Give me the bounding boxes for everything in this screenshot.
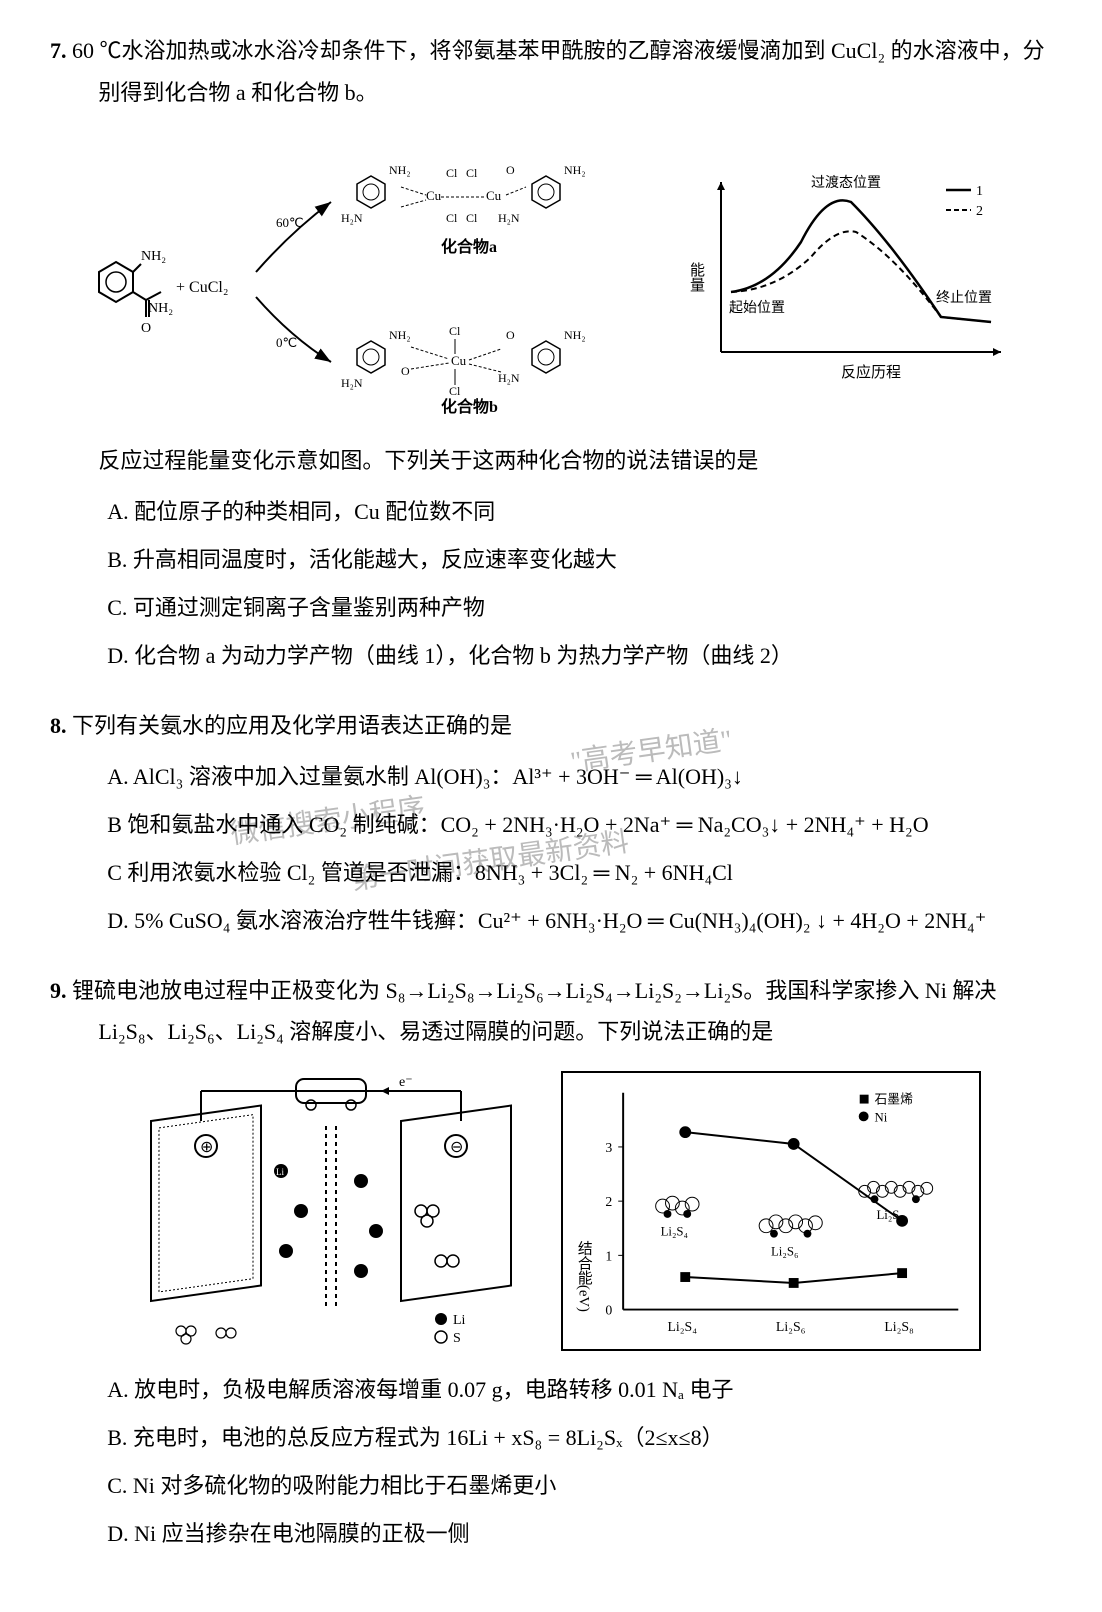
- cathode-symbol: ⊖: [450, 1139, 463, 1156]
- question-7: 7. 60 ℃水浴加热或冰水浴冷却条件下，将邻氨基苯甲酰胺的乙醇溶液缓慢滴加到 …: [50, 30, 1052, 677]
- q7-stem1: 7. 60 ℃水浴加热或冰水浴冷却条件下，将邻氨基苯甲酰胺的乙醇溶液缓慢滴加到 …: [50, 30, 1052, 114]
- q7-stem2: 反应过程能量变化示意如图。下列关于这两种化合物的说法错误的是: [50, 440, 1052, 482]
- end-label: 终止位置: [936, 290, 992, 306]
- question-8: "高考早知道" 微信搜索小程序 第一时间获取最新资料 8. 下列有关氨水的应用及…: [50, 705, 1052, 942]
- energy-xlabel: 反应历程: [841, 363, 901, 381]
- q7-number: 7.: [50, 38, 67, 63]
- start-label: 起始位置: [729, 300, 785, 316]
- q8-options: A. AlCl₃ 溶液中加入过量氨水制 Al(OH)₃：Al³⁺ + 3OH⁻ …: [50, 756, 1052, 941]
- svg-text:NH₂: NH₂: [389, 163, 411, 177]
- q7-figures: NH₂ NH₂ O + CuCl₂ 60℃ 0℃: [50, 132, 1052, 422]
- svg-text:Li₂S₈: Li₂S₈: [884, 1319, 914, 1334]
- q8-option-b: B 饱和氨盐水中通入 CO₂ 制纯碱：CO₂ + 2NH₃·H₂O + 2Na⁺…: [107, 804, 1052, 846]
- q8-option-d: D. 5% CuSO₄ 氨水溶液治疗牲牛钱癣：Cu²⁺ + 6NH₃·H₂O ═…: [107, 900, 1052, 942]
- svg-text:NH₂: NH₂: [564, 328, 586, 342]
- svg-text:2: 2: [605, 1194, 612, 1209]
- svg-text:H₂N: H₂N: [341, 211, 363, 225]
- svg-text:O: O: [401, 364, 410, 378]
- svg-text:NH₂: NH₂: [564, 163, 586, 177]
- q8-option-c: C 利用浓氨水检验 Cl₂ 管道是否泄漏：8NH₃ + 3Cl₂ ═ N₂ + …: [107, 852, 1052, 894]
- q9-binding-chart: 0 1 2 3 结合能(eV) Li₂S₄ Li₂S₆ Li₂S₈: [561, 1071, 981, 1351]
- q8-stem-text: 下列有关氨水的应用及化学用语表达正确的是: [72, 713, 512, 738]
- svg-text:H₂N: H₂N: [341, 376, 363, 390]
- svg-text:Li: Li: [276, 1167, 284, 1177]
- legend-ni: Ni: [875, 1110, 888, 1124]
- reactant-plus: + CuCl₂: [176, 279, 228, 296]
- svg-text:Cl: Cl: [449, 324, 461, 338]
- q9-stem-text: 锂硫电池放电过程中正极变化为 S₈→Li₂S₈→Li₂S₆→Li₂S₄→Li₂S…: [72, 978, 996, 1045]
- svg-text:O: O: [506, 163, 515, 177]
- svg-text:Li₂S₆: Li₂S₆: [771, 1245, 798, 1259]
- svg-text:Cl: Cl: [446, 166, 458, 180]
- svg-text:Cl: Cl: [466, 166, 478, 180]
- path1-temp: 60℃: [276, 215, 304, 230]
- svg-text:Cu: Cu: [451, 353, 467, 368]
- legend-graphene: 石墨烯: [875, 1093, 914, 1107]
- svg-text:O: O: [506, 328, 515, 342]
- q8-stem: 8. 下列有关氨水的应用及化学用语表达正确的是: [50, 705, 1052, 747]
- svg-text:O: O: [141, 321, 151, 336]
- transition-label: 过渡态位置: [811, 175, 881, 191]
- svg-text:0: 0: [605, 1303, 612, 1318]
- legend-2: 2: [976, 204, 983, 219]
- svg-text:Cl: Cl: [449, 384, 461, 398]
- path2-temp: 0℃: [276, 335, 297, 350]
- svg-text:NH₂: NH₂: [389, 328, 411, 342]
- svg-text:NH₂: NH₂: [141, 249, 166, 264]
- q7-options: A. 配位原子的种类相同，Cu 配位数不同 B. 升高相同温度时，活化能越大，反…: [50, 491, 1052, 676]
- q9-option-c: C. Ni 对多硫化物的吸附能力相比于石墨烯更小: [107, 1465, 1052, 1507]
- q7-energy-chart: 能量 反应历程 过渡态位置 起始位置 终止位置 1 2: [681, 162, 1021, 392]
- q8-option-a: A. AlCl₃ 溶液中加入过量氨水制 Al(OH)₃：Al³⁺ + 3OH⁻ …: [107, 756, 1052, 798]
- q9-battery-diagram: e⁻ ⊕ ⊖ Li: [121, 1071, 541, 1351]
- q9-option-a: A. 放电时，负极电解质溶液每增重 0.07 g，电路转移 0.01 Nₐ 电子: [107, 1369, 1052, 1411]
- q9-option-d: D. Ni 应当掺杂在电池隔膜的正极一侧: [107, 1513, 1052, 1555]
- svg-text:Cu: Cu: [426, 188, 442, 203]
- q7-stem-text1: 60 ℃水浴加热或冰水浴冷却条件下，将邻氨基苯甲酰胺的乙醇溶液缓慢滴加到 CuC…: [72, 38, 1045, 105]
- svg-text:H₂N: H₂N: [498, 371, 520, 385]
- compound-b-label: 化合物b: [441, 397, 498, 416]
- compound-a-label: 化合物a: [441, 237, 497, 256]
- anode-symbol: ⊕: [200, 1139, 213, 1156]
- svg-text:1: 1: [605, 1248, 612, 1263]
- svg-text:3: 3: [605, 1140, 612, 1155]
- q7-option-d: D. 化合物 a 为动力学产物（曲线 1），化合物 b 为热力学产物（曲线 2）: [107, 635, 1052, 677]
- q7-option-b: B. 升高相同温度时，活化能越大，反应速率变化越大: [107, 539, 1052, 581]
- q7-option-c: C. 可通过测定铜离子含量鉴别两种产物: [107, 587, 1052, 629]
- svg-text:NH₂: NH₂: [148, 301, 173, 316]
- svg-text:Li₂S₆: Li₂S₆: [776, 1319, 806, 1334]
- svg-text:Li₂S₈: Li₂S₈: [876, 1208, 903, 1222]
- svg-text:Cu: Cu: [486, 188, 502, 203]
- e-label: e⁻: [399, 1075, 413, 1090]
- energy-ylabel: 能量: [688, 262, 705, 292]
- q9-options: A. 放电时，负极电解质溶液每增重 0.07 g，电路转移 0.01 Nₐ 电子…: [50, 1369, 1052, 1554]
- q8-number: 8.: [50, 713, 67, 738]
- q9-option-b: B. 充电时，电池的总反应方程式为 16Li + xS₈ = 8Li₂Sₓ（2≤…: [107, 1417, 1052, 1459]
- q9-number: 9.: [50, 978, 67, 1003]
- question-9: 9. 锂硫电池放电过程中正极变化为 S₈→Li₂S₈→Li₂S₆→Li₂S₄→L…: [50, 970, 1052, 1555]
- q7-option-a: A. 配位原子的种类相同，Cu 配位数不同: [107, 491, 1052, 533]
- svg-text:Li₂S₄: Li₂S₄: [661, 1225, 689, 1239]
- binding-ylabel: 结合能(eV): [576, 1241, 592, 1312]
- q9-figures: e⁻ ⊕ ⊖ Li: [50, 1071, 1052, 1351]
- svg-text:H₂N: H₂N: [498, 211, 520, 225]
- svg-text:Li₂S₄: Li₂S₄: [668, 1319, 698, 1334]
- legend-li: Li: [453, 1313, 466, 1328]
- q9-stem: 9. 锂硫电池放电过程中正极变化为 S₈→Li₂S₈→Li₂S₆→Li₂S₄→L…: [50, 970, 1052, 1054]
- svg-text:Cl: Cl: [446, 211, 458, 225]
- legend-s: S: [453, 1331, 461, 1346]
- q7-chem-structure: NH₂ NH₂ O + CuCl₂ 60℃ 0℃: [81, 132, 661, 422]
- svg-text:Cl: Cl: [466, 211, 478, 225]
- legend-1: 1: [976, 184, 983, 199]
